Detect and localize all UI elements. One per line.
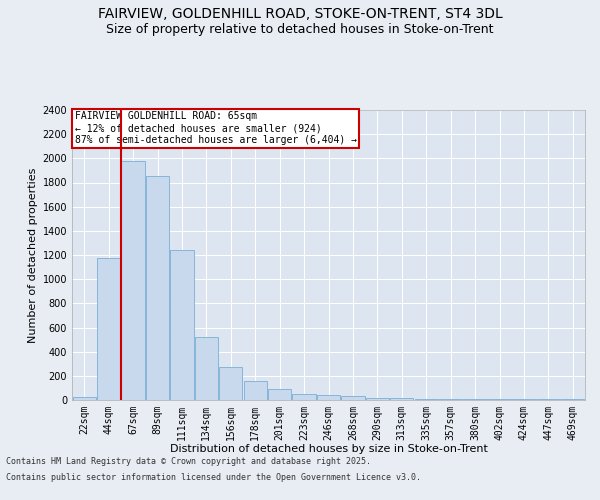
Bar: [170, 250, 194, 400]
Bar: [366, 398, 389, 400]
Text: FAIRVIEW, GOLDENHILL ROAD, STOKE-ON-TRENT, ST4 3DL: FAIRVIEW, GOLDENHILL ROAD, STOKE-ON-TREN…: [98, 8, 502, 22]
Bar: [97, 258, 120, 400]
Bar: [341, 396, 365, 400]
Bar: [292, 394, 316, 400]
Bar: [219, 367, 242, 400]
Bar: [244, 380, 267, 400]
Bar: [195, 337, 218, 400]
Bar: [317, 395, 340, 400]
Bar: [73, 397, 96, 400]
Bar: [268, 389, 291, 400]
Text: Size of property relative to detached houses in Stoke-on-Trent: Size of property relative to detached ho…: [106, 22, 494, 36]
Bar: [146, 176, 169, 400]
Text: Contains public sector information licensed under the Open Government Licence v3: Contains public sector information licen…: [6, 472, 421, 482]
X-axis label: Distribution of detached houses by size in Stoke-on-Trent: Distribution of detached houses by size …: [170, 444, 487, 454]
Y-axis label: Number of detached properties: Number of detached properties: [28, 168, 38, 342]
Bar: [390, 398, 413, 400]
Text: Contains HM Land Registry data © Crown copyright and database right 2025.: Contains HM Land Registry data © Crown c…: [6, 458, 371, 466]
Bar: [121, 162, 145, 400]
Text: FAIRVIEW GOLDENHILL ROAD: 65sqm
← 12% of detached houses are smaller (924)
87% o: FAIRVIEW GOLDENHILL ROAD: 65sqm ← 12% of…: [74, 112, 356, 144]
Bar: [415, 399, 438, 400]
